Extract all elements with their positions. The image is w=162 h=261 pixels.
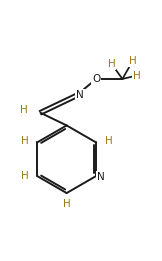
- Text: O: O: [92, 74, 100, 84]
- Text: N: N: [76, 90, 84, 100]
- Text: H: H: [20, 105, 27, 115]
- Text: H: H: [108, 59, 115, 69]
- Text: H: H: [129, 56, 136, 66]
- Text: H: H: [105, 136, 112, 146]
- Text: H: H: [21, 137, 29, 146]
- Text: N: N: [97, 172, 105, 182]
- Text: H: H: [133, 70, 141, 81]
- Text: H: H: [63, 199, 70, 209]
- Text: H: H: [21, 171, 29, 181]
